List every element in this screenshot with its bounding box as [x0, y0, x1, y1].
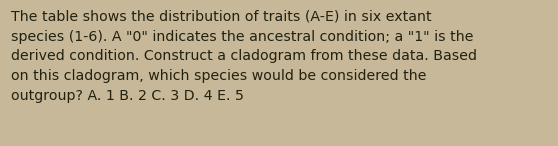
Text: The table shows the distribution of traits (A-E) in six extant
species (1-6). A : The table shows the distribution of trai…	[11, 10, 477, 103]
